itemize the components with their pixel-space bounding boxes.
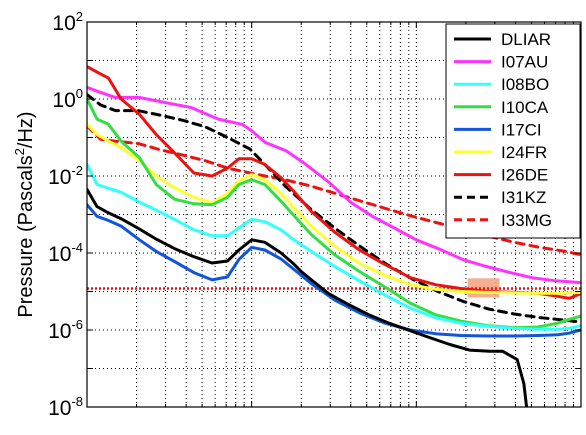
y-axis-label: Pressure (Pascals2/Hz): [12, 111, 37, 317]
legend: DLIAR I07AU I08BO I10CA I17CI I24FR I26DE I31KZ…: [445, 23, 581, 239]
y-tick-label: 10-4: [48, 240, 83, 266]
y-axis-label-superscript: 2: [12, 148, 27, 155]
legend-label-i08bo: I08BO: [501, 75, 549, 94]
series-line-i08bo: [87, 162, 581, 331]
y-tick-base: 10: [48, 166, 71, 189]
y-tick-exponent: 2: [76, 9, 83, 24]
legend-label-i33mg: I33MG: [501, 211, 552, 230]
y-tick-exponent: 0: [76, 86, 83, 101]
y-tick-base: 10: [48, 397, 71, 420]
y-tick-label: 100: [52, 86, 83, 112]
y-tick-base: 10: [52, 12, 75, 35]
series-line-dliar: [87, 187, 529, 407]
y-tick-exponent: -8: [71, 394, 83, 409]
series-layer: [87, 65, 581, 407]
legend-label-i10ca: I10CA: [501, 98, 549, 117]
y-tick-base: 10: [48, 243, 71, 266]
legend-label-i24fr: I24FR: [501, 143, 547, 162]
y-tick-base: 10: [52, 89, 75, 112]
y-tick-label: 10-8: [48, 394, 83, 420]
y-tick-label: 10-6: [48, 317, 83, 343]
legend-box: [445, 23, 581, 239]
legend-label-i17ci: I17CI: [501, 120, 542, 139]
legend-label-i26de: I26DE: [501, 166, 548, 185]
legend-label-i31kz: I31KZ: [501, 188, 546, 207]
y-axis-label-prefix: Pressure (Pascals: [15, 155, 37, 317]
legend-label-i07au: I07AU: [501, 53, 548, 72]
legend-label-dliar: DLIAR: [501, 30, 551, 49]
y-tick-exponent: -2: [71, 163, 83, 178]
series-line-i07au: [87, 85, 581, 285]
y-tick-label: 102: [52, 9, 83, 35]
y-axis-label-suffix: /Hz): [15, 111, 37, 148]
y-tick-exponent: -4: [71, 240, 83, 255]
series-line-i17ci: [87, 203, 581, 338]
y-tick-base: 10: [48, 320, 71, 343]
y-tick-exponent: -6: [71, 317, 83, 332]
y-tick-label: 10-2: [48, 163, 83, 189]
